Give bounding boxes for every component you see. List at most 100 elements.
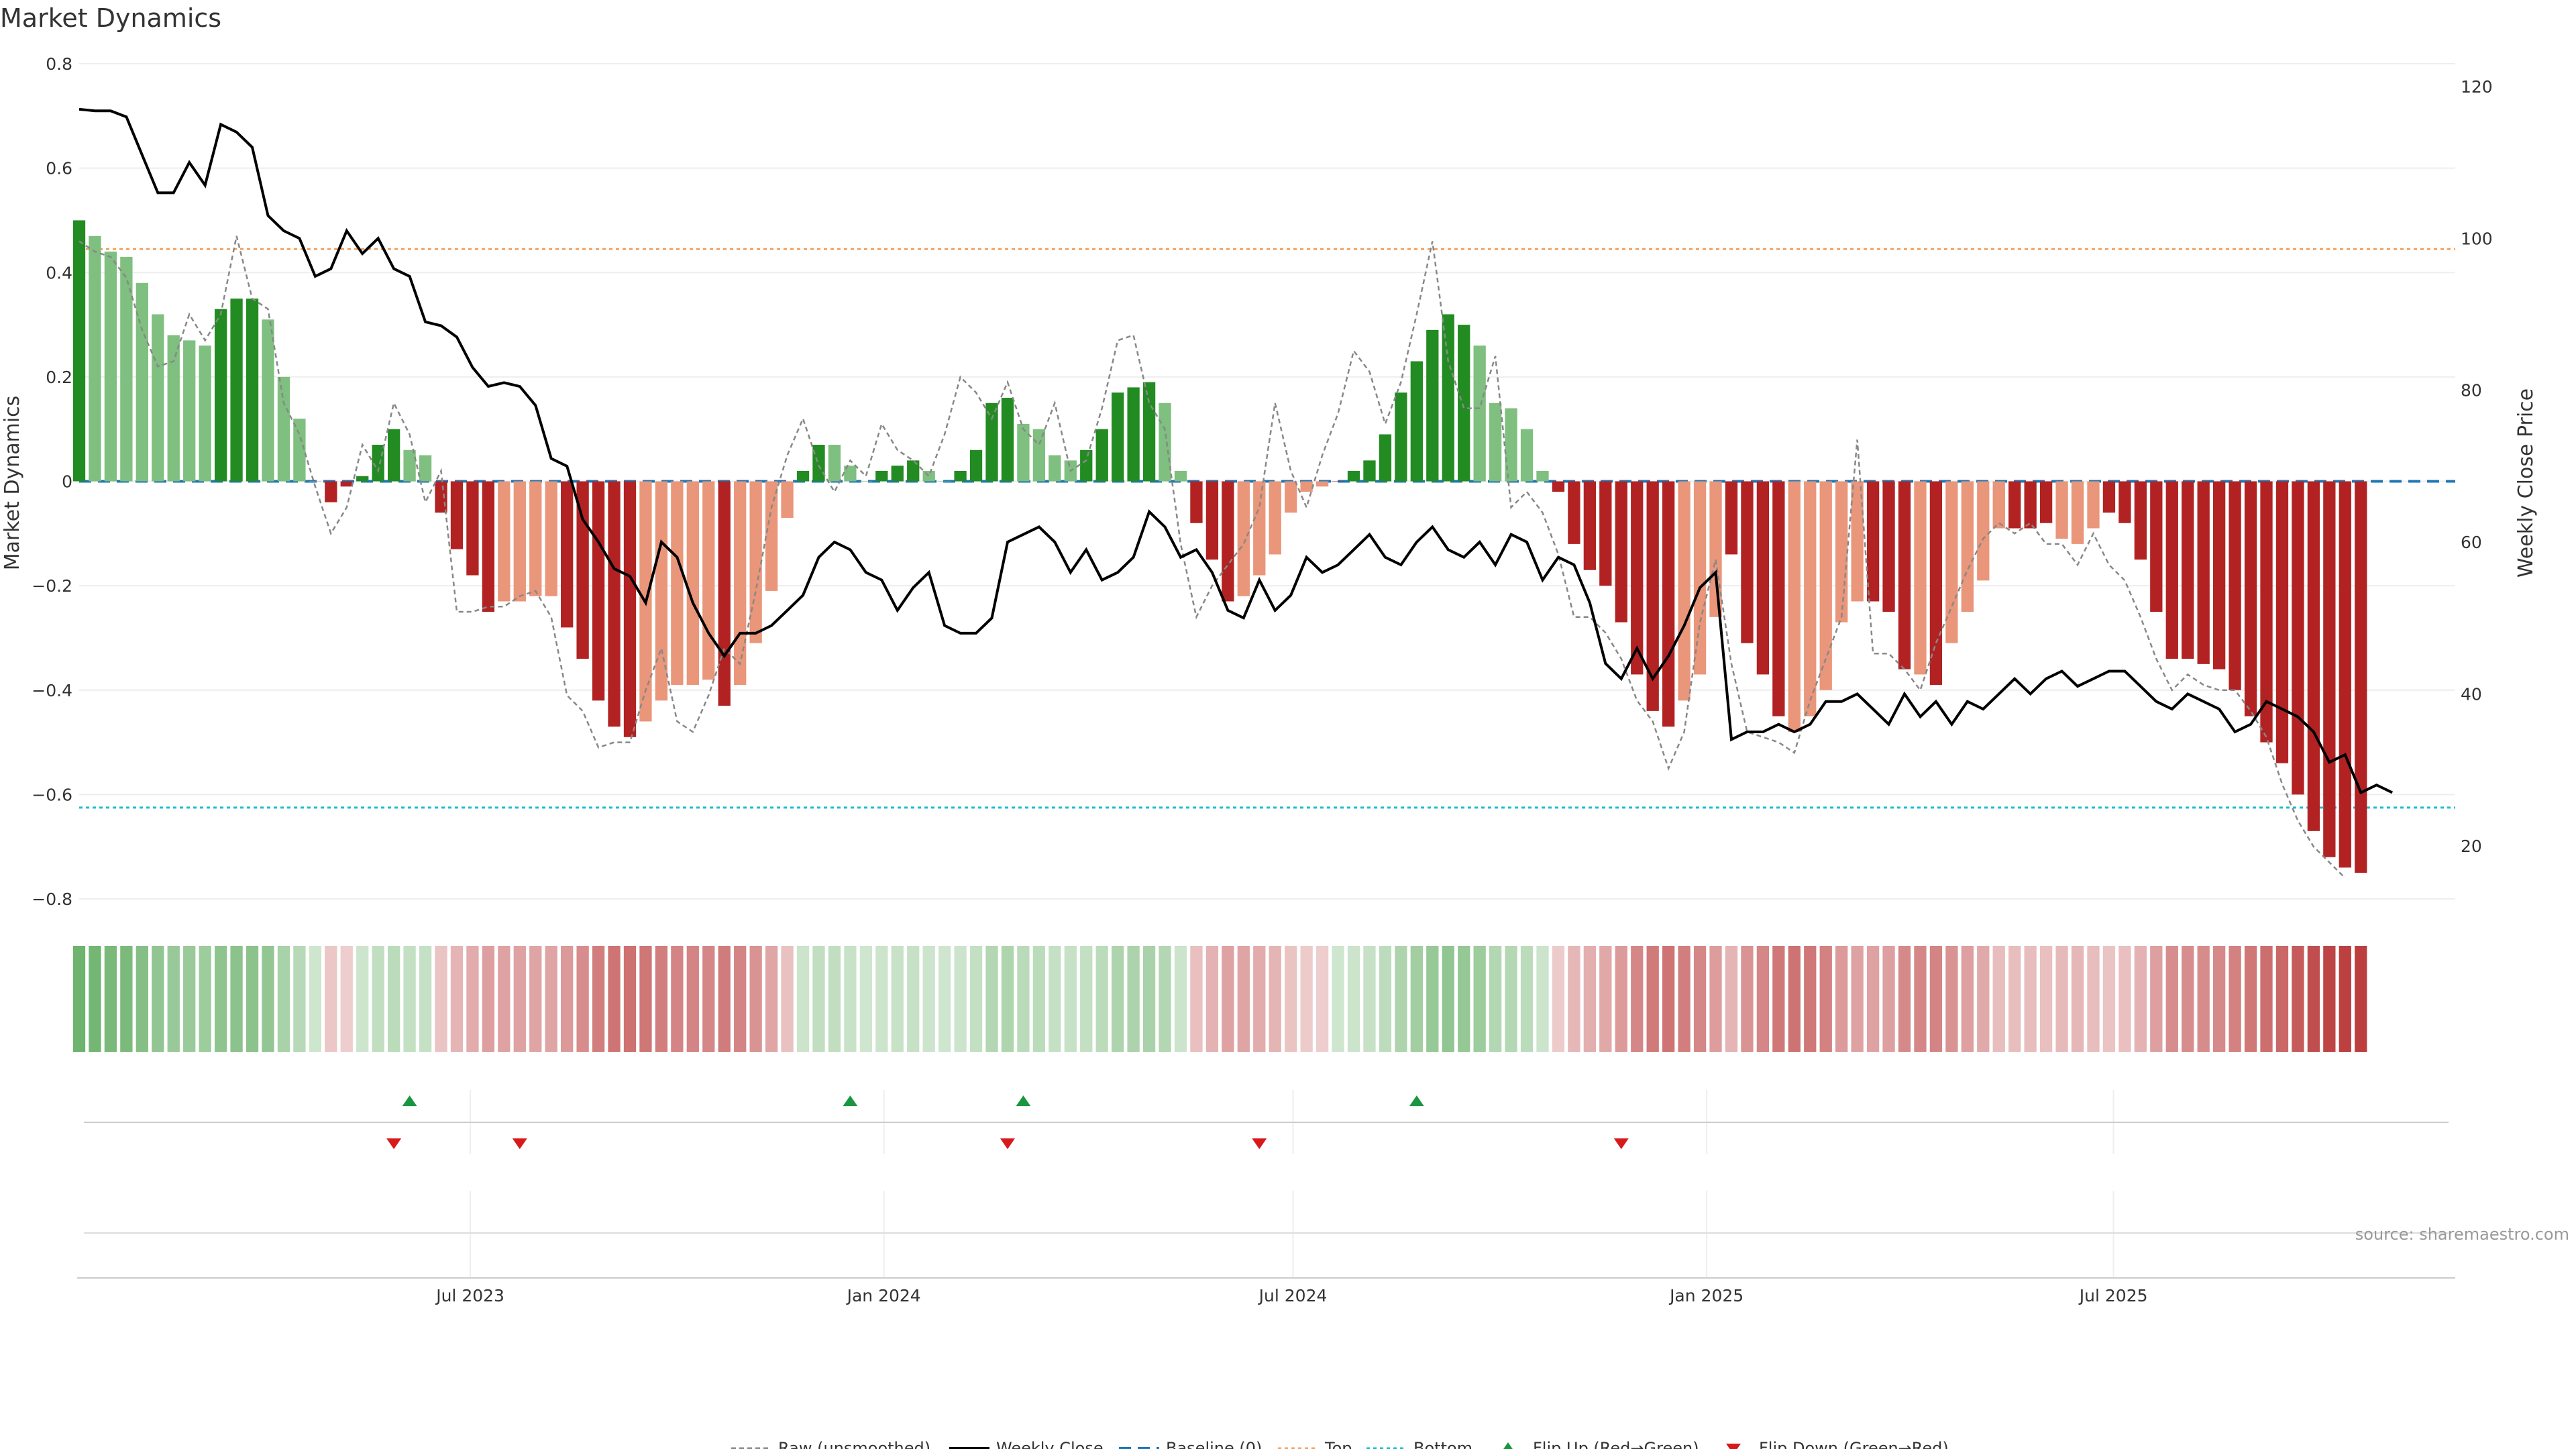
y-axis-label: Market Dynamics	[1, 396, 24, 571]
dynamics-bar	[1080, 449, 1093, 482]
heat-cell	[72, 946, 86, 1052]
dynamics-bar	[1678, 481, 1690, 701]
y-axis-left: 0.8 0.6 0.4 0.2 0 −0.2 −0.4 −0.6 −0.8	[32, 54, 72, 909]
heat-cell	[340, 946, 353, 1052]
flip-down-marker	[386, 1138, 402, 1149]
dynamics-bar	[482, 481, 495, 612]
dynamics-bar	[513, 481, 526, 602]
flip-up-marker	[1016, 1095, 1031, 1106]
heat-cell	[1127, 946, 1140, 1052]
heat-cell	[1285, 946, 1297, 1052]
heat-cell	[1568, 946, 1580, 1052]
heat-cell	[230, 946, 243, 1052]
heat-cell	[844, 946, 857, 1052]
heat-cell	[1049, 946, 1061, 1052]
flip-down-marker	[1252, 1138, 1267, 1149]
heat-cell	[513, 946, 526, 1052]
heat-cell	[1489, 946, 1502, 1052]
heat-cell	[671, 946, 684, 1052]
flip-up-marker	[1409, 1095, 1424, 1106]
heat-cell	[1615, 946, 1627, 1052]
heat-cell	[938, 946, 951, 1052]
dynamics-bar	[1772, 481, 1785, 716]
dynamics-bar	[954, 470, 967, 482]
dynamics-bar	[1222, 481, 1234, 602]
heat-cell	[1017, 946, 1030, 1052]
legend-close-label: Weekly Close	[996, 1439, 1104, 1449]
dynamics-bar	[844, 466, 857, 482]
heat-cell	[1347, 946, 1360, 1052]
dynamics-bar	[2165, 481, 2178, 659]
heat-cell	[702, 946, 715, 1052]
dynamics-bar	[466, 481, 479, 576]
heat-cell	[1583, 946, 1597, 1052]
dynamics-bar	[1458, 325, 1470, 482]
heat-cell	[1001, 946, 1014, 1052]
dynamics-bar	[875, 470, 888, 482]
dynamics-bar	[1112, 392, 1124, 482]
heat-cell	[2118, 946, 2131, 1052]
dynamics-bar	[623, 481, 637, 737]
dynamics-bar	[136, 282, 148, 482]
dynamics-bar	[2197, 481, 2210, 664]
y-axis-right: 120 100 80 60 40 20	[2461, 77, 2493, 856]
dynamics-bar	[1788, 481, 1801, 732]
heat-cell	[1678, 946, 1690, 1052]
dynamics-bar	[1505, 408, 1517, 482]
dynamics-bar	[262, 319, 274, 482]
legend-top-label: Top	[1324, 1439, 1352, 1449]
heat-cell	[1945, 946, 1958, 1052]
dynamics-bar	[2102, 481, 2116, 513]
dynamics-bar	[2323, 481, 2336, 857]
dynamics-bar	[781, 481, 794, 518]
heat-cell	[2102, 946, 2116, 1052]
dynamics-bar	[1347, 470, 1360, 482]
dynamics-bar	[718, 481, 731, 706]
flip-down-marker	[1000, 1138, 1015, 1149]
dynamics-bar	[1709, 481, 1722, 617]
y-tick-label: 0.4	[46, 263, 72, 282]
heat-cell	[1080, 946, 1093, 1052]
heat-cell	[1395, 946, 1407, 1052]
dynamics-bar	[1316, 481, 1329, 487]
heat-cell	[1662, 946, 1675, 1052]
dynamics-bar	[1725, 481, 1738, 555]
dynamics-bar	[1882, 481, 1895, 612]
dynamics-bar	[1898, 481, 1911, 669]
y-tick-label: −0.8	[32, 890, 72, 909]
legend-bottom-label: Bottom	[1413, 1439, 1472, 1449]
dynamics-bar	[561, 481, 574, 628]
heat-cell	[2182, 946, 2194, 1052]
heat-cell	[356, 946, 369, 1052]
heat-cell	[1159, 946, 1171, 1052]
dynamics-bar	[529, 481, 542, 596]
dynamics-bar	[2339, 481, 2351, 868]
dynamics-bar	[246, 299, 259, 482]
heat-cell	[2229, 946, 2241, 1052]
dynamics-bar	[2355, 481, 2367, 873]
heat-cell	[2323, 946, 2336, 1052]
dynamics-bar	[608, 481, 621, 727]
dynamics-bar	[199, 345, 211, 482]
dynamics-bar	[828, 445, 841, 482]
dynamics-bar	[1961, 481, 1974, 612]
legend-baseline-label: Baseline (0)	[1166, 1439, 1262, 1449]
dynamics-bar	[277, 376, 290, 482]
dynamics-bar	[2134, 481, 2147, 560]
heat-cell	[1064, 946, 1077, 1052]
legend-flip-up-swatch	[1503, 1442, 1513, 1449]
heat-cell	[765, 946, 778, 1052]
dynamics-bar	[1819, 481, 1832, 690]
heat-cell	[387, 946, 400, 1052]
flip-down-marker	[1613, 1138, 1629, 1149]
y-tick-label: −0.2	[32, 576, 72, 596]
dynamics-bar	[1205, 481, 1219, 560]
dynamics-bar	[1426, 329, 1439, 482]
legend: Raw (unsmoothed) Weekly Close Baseline (…	[731, 1439, 1949, 1449]
heat-cell	[985, 946, 998, 1052]
dynamics-bar	[985, 402, 998, 482]
heat-cell	[1992, 946, 2005, 1052]
heat-cell	[2212, 946, 2226, 1052]
dynamics-bar	[1300, 481, 1313, 492]
